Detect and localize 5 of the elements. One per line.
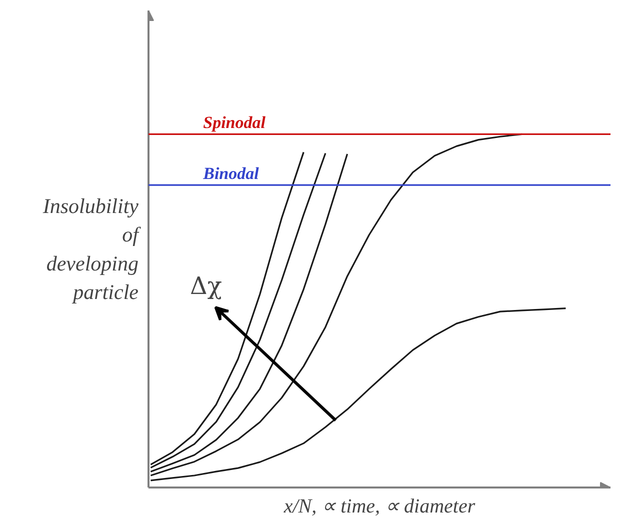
ref-line-label: Spinodal [203, 113, 266, 132]
annotation: Δχ [190, 272, 222, 300]
ref-line-label: Binodal [202, 164, 260, 184]
y-axis-title: Insolubility of developing particle [42, 194, 142, 304]
x-axis-title: x/N, ∝ time, ∝ diameter [282, 496, 476, 518]
